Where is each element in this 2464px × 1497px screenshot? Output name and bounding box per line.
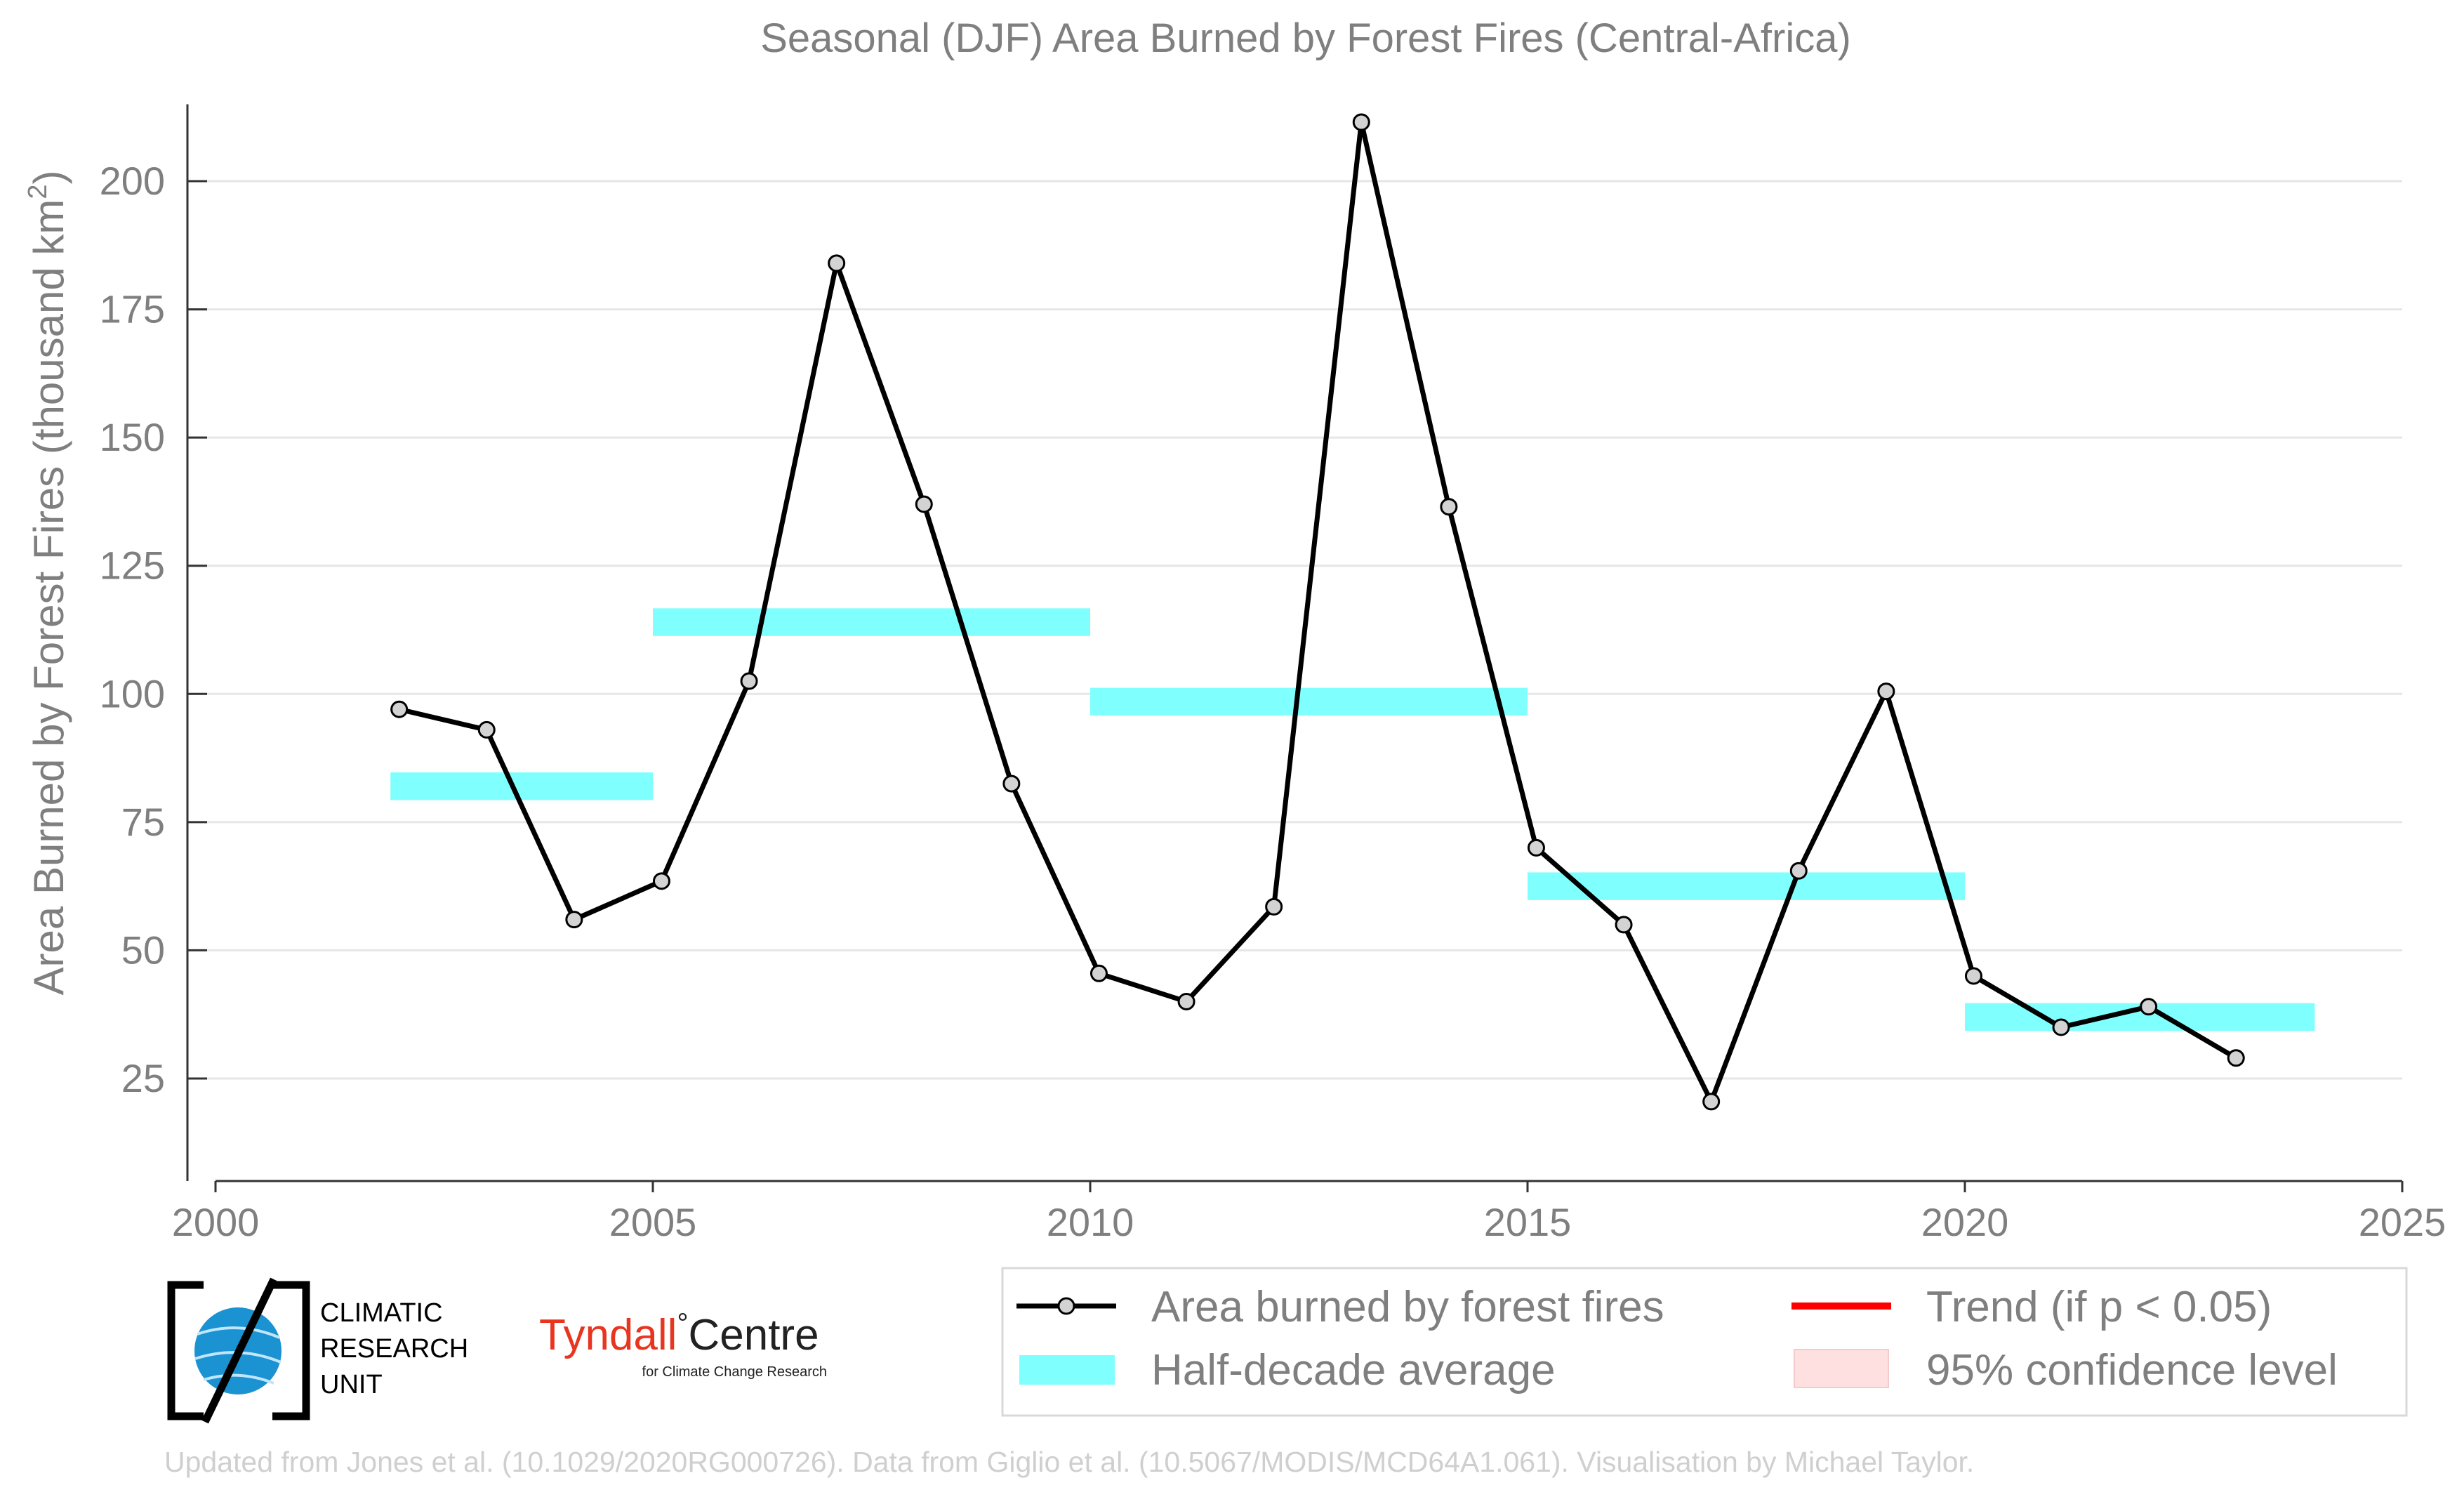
cru-logo: CLIMATIC RESEARCH UNIT bbox=[167, 1277, 468, 1424]
data-point bbox=[1089, 964, 1108, 982]
half-decade-bar bbox=[1090, 687, 1528, 715]
y-tick-label: 125 bbox=[100, 543, 165, 588]
legend-label-trend: Trend (if p < 0.05) bbox=[1926, 1283, 2272, 1331]
y-tick-label: 25 bbox=[121, 1056, 165, 1100]
tyndall-logo: Tyndall°Centre for Climate Change Resear… bbox=[539, 1308, 827, 1380]
y-tick-label: 100 bbox=[100, 671, 165, 715]
series-line bbox=[398, 119, 2238, 1104]
tyndall-name: Tyndall bbox=[539, 1311, 677, 1359]
data-point bbox=[477, 720, 496, 739]
half-decade-bar bbox=[653, 608, 1090, 636]
gridlines bbox=[187, 180, 2402, 1080]
data-point bbox=[1615, 916, 1633, 934]
data-point bbox=[652, 872, 670, 890]
tyndall-centre: Centre bbox=[688, 1311, 819, 1359]
data-point bbox=[2140, 998, 2158, 1016]
data-point bbox=[1789, 862, 1808, 880]
footer-credits: Updated from Jones et al. (10.1029/2020R… bbox=[164, 1446, 1974, 1478]
x-tick-label: 2025 bbox=[2359, 1200, 2446, 1244]
data-point bbox=[2052, 1018, 2070, 1036]
data-point bbox=[390, 700, 409, 718]
data-point bbox=[1177, 992, 1195, 1010]
data-point bbox=[1527, 838, 1545, 857]
legend-swatch-confidence bbox=[1794, 1349, 1889, 1388]
tyndall-sub: for Climate Change Research bbox=[642, 1364, 827, 1380]
legend: Area burned by forest fires Trend (if p … bbox=[1001, 1267, 2408, 1417]
y-tick-label: 175 bbox=[100, 287, 165, 331]
x-tick-label: 2000 bbox=[172, 1200, 260, 1244]
y-tick-label: 200 bbox=[100, 159, 165, 203]
x-tick-label: 2005 bbox=[609, 1200, 697, 1244]
data-point bbox=[740, 672, 758, 690]
legend-swatch-half-decade bbox=[1019, 1355, 1115, 1385]
y-axis-label: Area Burned by Forest Fires (thousand km… bbox=[23, 171, 72, 996]
data-point bbox=[2227, 1049, 2245, 1067]
y-tick-label: 150 bbox=[100, 415, 165, 459]
cru-text-3: UNIT bbox=[320, 1370, 383, 1399]
data-point bbox=[565, 911, 583, 929]
x-tick-label: 2015 bbox=[1484, 1200, 1572, 1244]
y-axis-label-sup: 2 bbox=[23, 185, 53, 199]
cru-logo-slash bbox=[201, 1277, 277, 1424]
data-point bbox=[1440, 498, 1458, 516]
series-area-burned bbox=[390, 113, 2245, 1111]
tyndall-degree: ° bbox=[677, 1308, 688, 1339]
x-tick-label: 2010 bbox=[1047, 1200, 1134, 1244]
data-point bbox=[828, 254, 846, 272]
legend-label-confidence: 95% confidence level bbox=[1926, 1346, 2338, 1394]
half-decade-bars bbox=[390, 608, 2315, 1031]
data-point bbox=[1964, 967, 1982, 985]
data-point bbox=[1265, 897, 1283, 916]
y-tick-label: 75 bbox=[121, 800, 165, 844]
chart-title: Seasonal (DJF) Area Burned by Forest Fir… bbox=[760, 15, 1851, 61]
data-point bbox=[915, 495, 933, 513]
data-point bbox=[1002, 774, 1021, 793]
cru-text-2: RESEARCH bbox=[320, 1334, 468, 1364]
y-axis-label-main: Area Burned by Forest Fires (thousand km bbox=[25, 199, 72, 996]
cru-text-1: CLIMATIC bbox=[320, 1298, 443, 1328]
cru-logo-bracket bbox=[167, 1281, 310, 1420]
tyndall-logo-text: Tyndall°Centre bbox=[539, 1308, 819, 1359]
legend-label-series: Area burned by forest fires bbox=[1151, 1283, 1664, 1331]
y-tick-label: 50 bbox=[121, 928, 165, 972]
x-axis: 2000 2005 2010 2015 2020 2025 bbox=[172, 1180, 2446, 1244]
x-tick-label: 2020 bbox=[1921, 1200, 2009, 1244]
y-axis-label-close: ) bbox=[25, 171, 72, 185]
half-decade-bar bbox=[390, 772, 653, 800]
legend-box bbox=[1001, 1267, 2408, 1417]
data-point bbox=[1877, 682, 1895, 701]
data-point bbox=[1352, 113, 1370, 131]
legend-swatch-marker bbox=[1057, 1297, 1075, 1315]
legend-label-half-decade: Half-decade average bbox=[1151, 1346, 1556, 1394]
half-decade-bar bbox=[1528, 872, 1965, 900]
y-axis: 25 50 75 100 125 150 175 200 bbox=[100, 104, 207, 1182]
data-point bbox=[1702, 1093, 1721, 1111]
